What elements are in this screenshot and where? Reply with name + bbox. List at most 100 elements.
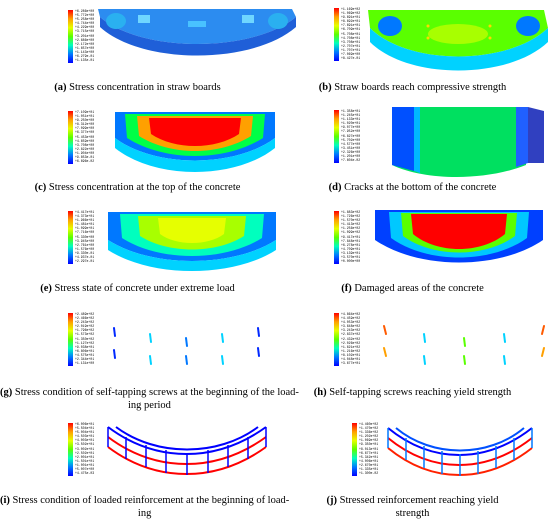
legend-value: +1.020e+01 xyxy=(341,121,361,126)
legend-value: +5.342e+01 xyxy=(359,454,379,459)
legend-value: +2.707e+01 xyxy=(341,43,361,48)
legend-value: +9.250e+00 xyxy=(75,118,95,123)
legend-value: +2.172e+00 xyxy=(75,41,95,46)
legend-value: +1.300e-02 xyxy=(359,471,379,476)
legend-value: +1.883e+02 xyxy=(341,210,361,214)
legend-value: +5.453e+00 xyxy=(75,134,95,139)
caption-text: Stressed reinforcement reaching yield xyxy=(339,495,499,506)
legend-value: +4.460e+02 xyxy=(359,422,379,426)
legend-value: +2.489e+02 xyxy=(75,312,95,316)
legend-value: +4.459e+02 xyxy=(341,316,361,321)
legend-value: +8.692e+01 xyxy=(341,19,361,24)
caption-letter: (i) xyxy=(0,495,10,506)
legend-value: +2.670e+01 xyxy=(359,462,379,467)
legend-value: +4.475e-03 xyxy=(75,471,95,476)
legend-value: +1.216e+02 xyxy=(341,348,361,353)
legend-value: +1.657e+00 xyxy=(75,45,95,50)
legend-value: +1.135e-01 xyxy=(75,58,95,63)
legend-value: +7.952e+00 xyxy=(341,129,361,134)
legend-value: +6.286e+00 xyxy=(75,9,95,13)
legend-value: +1.904e+00 xyxy=(75,150,95,155)
caption-text-line2: strength xyxy=(395,508,430,519)
legend-value: +9.077e+00 xyxy=(341,125,361,130)
caption-d: (d) Cracks at the bottom of the concrete xyxy=(275,181,550,194)
legend-value: +2.837e+02 xyxy=(341,332,361,337)
caption-i: (i) Stress condition of loaded reinforce… xyxy=(0,494,289,520)
legend-value: +4.708e+01 xyxy=(341,35,361,40)
caption-c: (c) Stress concentration at the top of t… xyxy=(0,181,275,194)
caption-letter: (h) xyxy=(313,387,327,398)
legend-value: +3.945e+00 xyxy=(75,238,95,243)
legend-value: +1.576e+00 xyxy=(75,246,95,251)
caption-letter: (j) xyxy=(326,495,337,506)
caption-text: Stress concentration in straw boards xyxy=(69,82,221,93)
legend-value: +4.659e+00 xyxy=(75,138,95,143)
legend-color-bar xyxy=(334,110,339,163)
legend-value: +5.258e+00 xyxy=(75,17,95,22)
legend-value: +4.373e+01 xyxy=(75,214,95,219)
legend-value: +1.707e+01 xyxy=(341,47,361,52)
legend-value: +5.772e+00 xyxy=(75,13,95,18)
legend-value: +4.577e+00 xyxy=(341,141,361,146)
legend-value: +1.350e+02 xyxy=(75,336,95,341)
legend-value: +1.358e+01 xyxy=(341,109,361,113)
legend-value: +1.336e+02 xyxy=(359,430,379,435)
legend-value: +6.709e+01 xyxy=(341,27,361,32)
legend-value: +2.432e+02 xyxy=(341,336,361,341)
legend-values: +1.883e+02 +1.726e+02 +1.570e+02 +1.413e+02… xyxy=(341,210,360,263)
legend-value: +2.761e+00 xyxy=(75,242,95,247)
legend-values: +1.169e+02 +1.069e+02 +9.691e+01 +8.692e+01… xyxy=(341,7,360,60)
caption-text: Stress state of concrete under extreme l… xyxy=(54,283,235,294)
legend-value: +1.413e+02 xyxy=(341,222,361,227)
caption-letter: (e) xyxy=(40,283,52,294)
legend-value: +1.726e+02 xyxy=(341,214,361,219)
legend-value: +5.330e+00 xyxy=(75,234,95,239)
legend-value: +7.848e+01 xyxy=(341,238,361,243)
legend-value: +6.677e+01 xyxy=(359,450,379,455)
legend-value: +6.006e+01 xyxy=(75,422,95,426)
caption-f: (f) Damaged areas of the concrete xyxy=(275,282,550,295)
legend-value: +3.451e+00 xyxy=(341,145,361,150)
legend-value: +1.202e+02 xyxy=(359,434,379,439)
legend-value: +2.019e+02 xyxy=(75,324,95,329)
legend-value: +8.312e+00 xyxy=(75,122,95,127)
legend-value: +6.279e-01 xyxy=(75,54,95,59)
legend-value: +1.099e+02 xyxy=(341,230,361,235)
legend-value: +1.256e+02 xyxy=(341,226,361,231)
legend-values: +6.286e+00 +5.772e+00 +5.258e+00 +4.744e+00… xyxy=(75,9,94,62)
legend-value: +1.570e+02 xyxy=(341,218,361,223)
caption-a: (a) Stress concentration in straw boards xyxy=(0,81,275,94)
legend-value: +2.001e+01 xyxy=(75,454,95,459)
legend-value: +8.102e+01 xyxy=(341,352,361,357)
legend-value: +1.069e+02 xyxy=(359,438,379,443)
concrete-model-e xyxy=(108,212,276,271)
legend-value: +4.744e+00 xyxy=(75,21,95,26)
legend-value: +3.677e+01 xyxy=(341,361,361,366)
legend-value: +1.573e+02 xyxy=(75,332,95,337)
legend-value: +3.201e+00 xyxy=(75,33,95,38)
legend-value: +7.604e-02 xyxy=(341,158,361,163)
legend-value: +8.013e+01 xyxy=(359,446,379,451)
legend-value: +1.169e+02 xyxy=(341,7,361,11)
legend-value: +5.702e+00 xyxy=(341,137,361,142)
legend-value: +7.716e+00 xyxy=(75,230,95,235)
legend-color-bar xyxy=(68,10,73,63)
legend-value: +1.201e+00 xyxy=(341,154,361,159)
legend-value: +1.245e+01 xyxy=(341,113,361,118)
legend-value: +5.504e+01 xyxy=(75,426,95,431)
caption-letter: (f) xyxy=(341,283,352,294)
caption-text: Cracks at the bottom of the concrete xyxy=(344,182,497,193)
caption-j: (j) Stressed reinforcement reaching yiel… xyxy=(275,494,550,520)
legend-value: +9.853e-01 xyxy=(75,155,95,160)
legend-value: +4.229e+00 xyxy=(75,25,95,30)
legend-value: +1.127e+02 xyxy=(75,340,95,345)
straw-board-model-b xyxy=(368,10,548,71)
legend-value: +6.278e+01 xyxy=(341,242,361,247)
legend-color-bar xyxy=(68,313,73,366)
legend-value: +3.570e+01 xyxy=(341,255,361,260)
caption-g: (g) Stress condition of self-tapping scr… xyxy=(0,386,299,412)
legend-color-bar xyxy=(68,211,73,264)
legend-value: +4.053e+02 xyxy=(341,320,361,325)
legend-color-bar xyxy=(352,423,357,476)
legend-value: +2.822e+00 xyxy=(75,146,95,151)
